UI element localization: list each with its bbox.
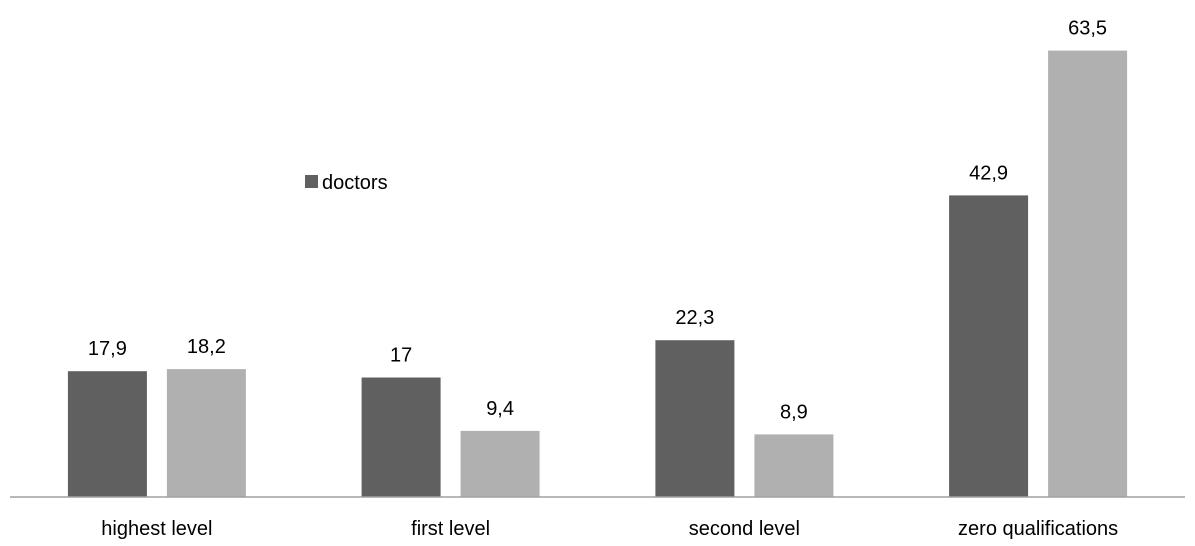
- bar-first-level-series-2: [460, 430, 540, 497]
- category-label-first-level: first level: [411, 518, 490, 540]
- category-label-highest-level: highest level: [101, 518, 212, 540]
- bar-second-level-series-1: [655, 340, 735, 497]
- data-labels-group: 17,9 18,2 17 9,4 22,3 8,9 42,9 63,5: [88, 18, 1107, 424]
- data-label-first-level-series-2: 9,4: [486, 398, 514, 420]
- bars-group: [67, 50, 1128, 497]
- legend: doctors: [305, 172, 388, 194]
- data-label-highest-level-series-2: 18,2: [187, 336, 226, 358]
- bar-first-level-series-1: [361, 377, 441, 497]
- data-label-second-level-series-1: 22,3: [675, 307, 714, 329]
- category-label-second-level: second level: [689, 518, 800, 540]
- category-labels-group: highest level first level second level zero…: [101, 518, 1118, 540]
- data-label-second-level-series-2: 8,9: [780, 401, 808, 423]
- legend-swatch-doctors: [305, 175, 318, 188]
- bar-highest-level-series-2: [166, 369, 246, 497]
- data-label-first-level-series-1: 17: [390, 345, 412, 367]
- bar-zero-qualifications-series-1: [949, 195, 1029, 497]
- data-label-highest-level-series-1: 17,9: [88, 338, 127, 360]
- bar-highest-level-series-1: [67, 371, 147, 497]
- data-label-zero-qualifications-series-2: 63,5: [1068, 18, 1107, 40]
- bar-second-level-series-2: [754, 434, 834, 497]
- legend-label-doctors: doctors: [322, 172, 388, 194]
- category-label-zero-qualifications: zero qualifications: [958, 518, 1118, 540]
- bar-zero-qualifications-series-2: [1048, 50, 1128, 497]
- data-label-zero-qualifications-series-1: 42,9: [969, 162, 1008, 184]
